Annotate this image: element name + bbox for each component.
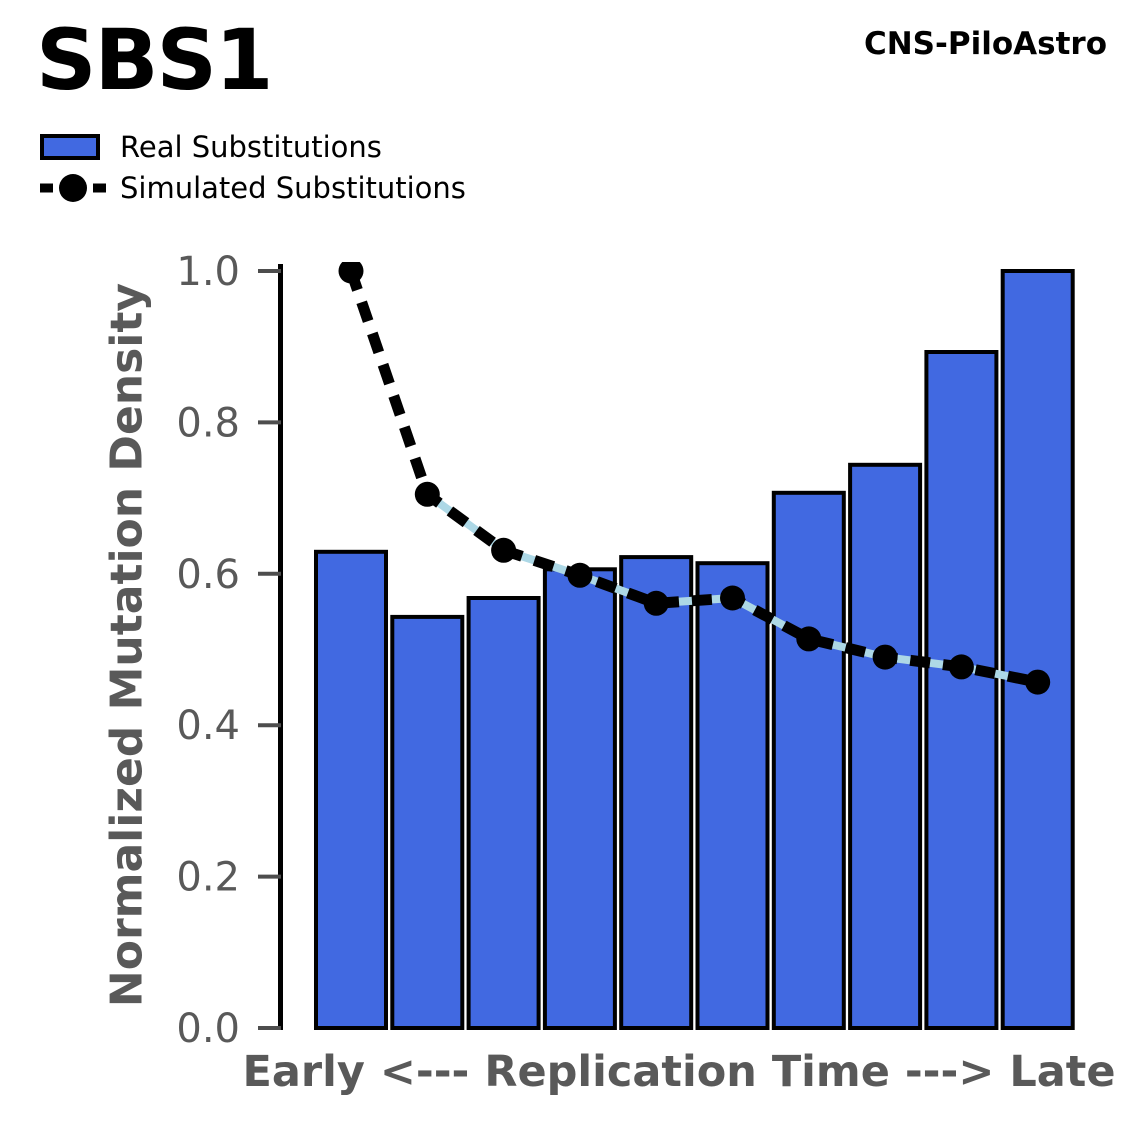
y-tick-label-0.6: 0.6 bbox=[176, 552, 240, 598]
legend-item-simulated: Simulated Substitutions bbox=[40, 167, 466, 208]
bar-3 bbox=[466, 596, 541, 1030]
bar-6 bbox=[695, 561, 770, 1030]
cohort-label: CNS-PiloAstro bbox=[863, 26, 1107, 62]
bar-10 bbox=[1000, 269, 1075, 1030]
simulated-point-6 bbox=[720, 585, 745, 611]
legend-label-simulated: Simulated Substitutions bbox=[120, 170, 466, 205]
legend-item-real: Real Substitutions bbox=[40, 126, 466, 167]
simulated-line bbox=[345, 269, 1039, 688]
bar-9 bbox=[924, 350, 999, 1030]
simulated-point-3 bbox=[491, 537, 517, 563]
simulated-point-5 bbox=[643, 590, 669, 616]
bar-4 bbox=[542, 567, 617, 1030]
bar-7 bbox=[771, 490, 846, 1030]
y-tick-label-0.0: 0.0 bbox=[176, 1006, 240, 1052]
bar-2 bbox=[390, 614, 465, 1031]
simulated-point-9 bbox=[948, 654, 974, 680]
simulated-point-10 bbox=[1025, 669, 1051, 695]
simulated-point-2 bbox=[414, 481, 440, 507]
x-axis-label: Early <--- Replication Time ---> Late bbox=[242, 1047, 1116, 1097]
simulated-point-4 bbox=[567, 562, 593, 588]
plot-title: SBS1 bbox=[36, 11, 273, 109]
y-tick-label-0.4: 0.4 bbox=[176, 703, 240, 749]
bar-8 bbox=[848, 462, 923, 1030]
y-tick-label-0.8: 0.8 bbox=[176, 400, 240, 446]
bar-swatch-icon bbox=[40, 133, 100, 160]
dashed-line-dot-icon bbox=[40, 173, 106, 202]
legend: Real Substitutions Simulated Substitutio… bbox=[40, 126, 466, 208]
simulated-point-8 bbox=[872, 644, 898, 670]
simulated-point-7 bbox=[796, 626, 822, 652]
bar-1 bbox=[314, 549, 388, 1030]
legend-label-real: Real Substitutions bbox=[120, 129, 382, 164]
y-tick-label-1.0: 1.0 bbox=[176, 249, 240, 295]
y-tick-label-0.2: 0.2 bbox=[176, 855, 240, 901]
y-axis-label: Normalized Mutation Density bbox=[101, 282, 153, 1008]
bar-5 bbox=[619, 555, 694, 1030]
simulated-point-1 bbox=[338, 262, 364, 284]
